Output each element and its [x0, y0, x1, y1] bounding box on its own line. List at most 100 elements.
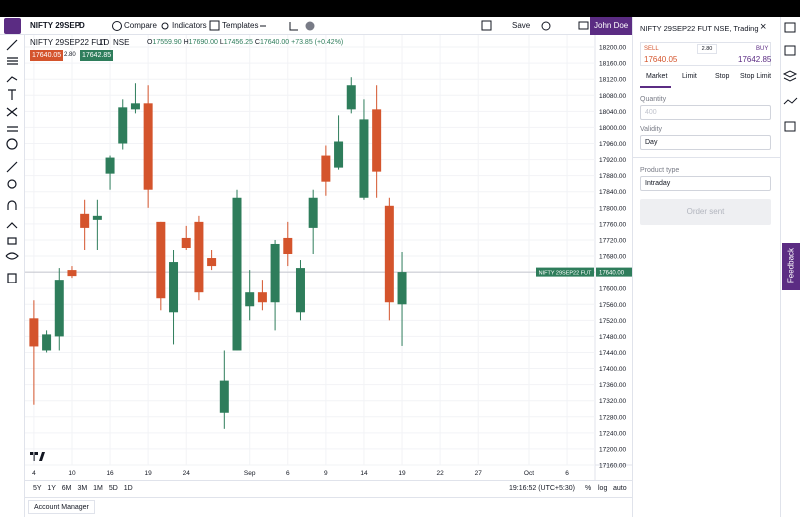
y-tick-label: 17680.00: [599, 254, 626, 261]
candle-body: [359, 119, 369, 198]
validity-select[interactable]: Day: [640, 135, 771, 150]
quantity-input[interactable]: 400: [640, 105, 771, 120]
product-label: Product type: [640, 167, 680, 174]
candle-body: [270, 243, 280, 303]
x-tick-label: 14: [360, 470, 368, 477]
x-tick-label: 19: [398, 470, 406, 477]
candle-body: [295, 268, 305, 313]
x-tick-label: Oct: [524, 470, 534, 477]
y-tick-label: 17520.00: [599, 318, 626, 325]
range-button[interactable]: 1Y: [47, 485, 56, 492]
candle-body: [42, 334, 52, 351]
sell-label[interactable]: SELL: [644, 46, 659, 52]
x-tick-label: 9: [324, 470, 328, 477]
x-tick-label: 22: [437, 470, 445, 477]
candle-body: [80, 213, 90, 228]
order-tab[interactable]: Stop: [715, 73, 730, 80]
auto-button[interactable]: auto: [613, 485, 627, 492]
percent-button[interactable]: %: [585, 485, 592, 492]
buy-tag[interactable]: 17642.85: [80, 50, 114, 61]
last-price-name-box: [536, 267, 594, 277]
order-tab[interactable]: Limit: [682, 73, 697, 80]
order-panel: [632, 17, 780, 517]
active-tab-underline: [640, 86, 671, 88]
candle-body: [194, 221, 204, 293]
quantity-label: Quantity: [640, 96, 667, 103]
last-price-name: NIFTY 29SEP22 FUT: [539, 270, 592, 276]
order-tab[interactable]: Market: [646, 73, 668, 80]
indicators-button[interactable]: Indicators: [172, 21, 207, 30]
close-button[interactable]: ×: [760, 21, 767, 33]
x-tick-label: 27: [475, 470, 483, 477]
candle-body: [118, 107, 128, 144]
drawing-toolbar: [0, 35, 25, 517]
last-price-box: [596, 267, 632, 277]
range-button[interactable]: 5D: [108, 485, 118, 492]
ohlc-key: C: [254, 39, 260, 46]
y-tick-label: 17600.00: [599, 286, 626, 293]
spread: 2.80: [697, 44, 717, 54]
buy-label[interactable]: BUY: [756, 46, 769, 52]
ohlc-value: 17456.25: [223, 39, 253, 46]
range-button[interactable]: 6M: [61, 485, 72, 492]
templates-button[interactable]: Templates: [222, 21, 259, 30]
save-button[interactable]: Save: [512, 21, 531, 30]
y-tick-label: 17280.00: [599, 414, 626, 421]
range-buttons: 5Y 1Y 6M 3M 1M 5D 1D: [33, 485, 133, 492]
y-tick-label: 17400.00: [599, 366, 626, 373]
price-box: [640, 42, 771, 66]
account-manager-tab[interactable]: Account Manager: [28, 500, 95, 514]
candle-body: [130, 103, 140, 110]
candle-body: [245, 292, 255, 307]
sell-price[interactable]: 17640.05: [644, 55, 678, 64]
y-tick-label: 17440.00: [599, 350, 626, 357]
bottom-bar: [25, 480, 632, 497]
top-strip: [0, 0, 800, 17]
user-button[interactable]: John Doe: [590, 17, 632, 35]
y-tick-label: 18120.00: [599, 77, 626, 84]
range-button[interactable]: 5Y: [33, 485, 42, 492]
y-tick-label: 18000.00: [599, 125, 626, 132]
range-button[interactable]: 3M: [77, 485, 88, 492]
range-button[interactable]: 1D: [123, 485, 133, 492]
sell-tag[interactable]: 17640.05: [30, 50, 64, 61]
feedback-tab[interactable]: [782, 243, 800, 290]
symbol-button[interactable]: NIFTY 29SEP: [30, 21, 81, 30]
legend-exchange: NSE: [113, 38, 130, 47]
compare-button[interactable]: Compare: [124, 21, 157, 30]
log-button[interactable]: log: [598, 485, 608, 492]
x-tick-label: Sep: [244, 470, 256, 477]
x-tick-label: 6: [565, 470, 569, 477]
x-tick-label: 10: [68, 470, 76, 477]
ohlc-value: 17690.00: [188, 39, 218, 46]
logo: [30, 452, 45, 461]
product-select[interactable]: Intraday: [640, 176, 771, 191]
submit-button[interactable]: Order sent: [640, 199, 771, 225]
ohlc-change: +73.85 (+0.42%): [291, 39, 344, 46]
buy-price[interactable]: 17642.85: [738, 55, 772, 64]
interval-button[interactable]: D: [79, 21, 85, 30]
ohlc-key: L: [219, 39, 224, 46]
range-button[interactable]: 1M: [93, 485, 103, 492]
feedback-label[interactable]: Feedback: [786, 247, 796, 284]
menu-button[interactable]: [4, 18, 21, 34]
order-tab[interactable]: Stop Limit: [740, 73, 772, 80]
candle-body: [181, 237, 191, 248]
y-tick-label: 18040.00: [599, 109, 626, 116]
y-tick-label: 17360.00: [599, 382, 626, 389]
legend-interval: 1D: [99, 38, 110, 47]
y-tick-label: 17560.00: [599, 302, 626, 309]
candle-body: [105, 157, 115, 174]
ohlc-key: H: [183, 39, 189, 46]
x-tick-label: 6: [286, 470, 290, 477]
side-bar: [780, 17, 800, 517]
candle-body: [257, 292, 267, 303]
validity-label: Validity: [640, 126, 663, 133]
x-tick-label: 16: [106, 470, 114, 477]
candle-body: [67, 270, 77, 277]
candle-body: [372, 109, 382, 172]
y-tick-label: 17920.00: [599, 157, 626, 164]
y-tick-label: 17960.00: [599, 141, 626, 148]
candle-body: [283, 237, 293, 255]
